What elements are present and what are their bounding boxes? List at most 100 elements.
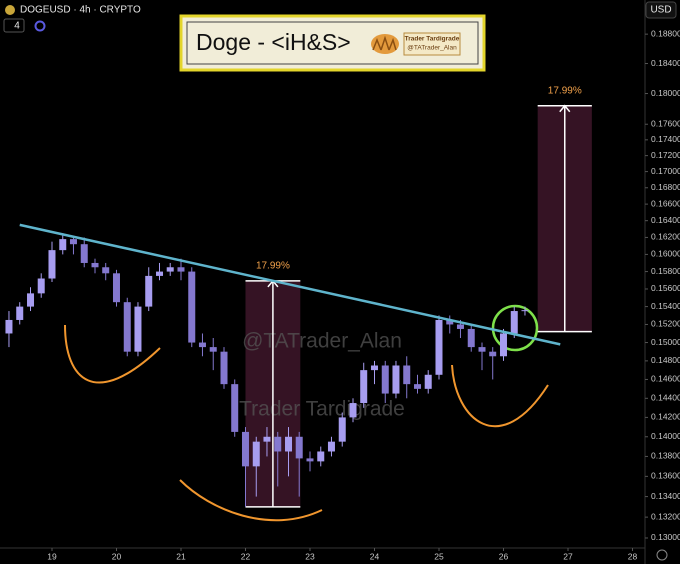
x-tick-label: 24 [370, 551, 380, 561]
y-tick-label: 0.13000 [651, 532, 680, 542]
candle-body [48, 250, 56, 279]
candle-body [220, 351, 228, 385]
candle-body [306, 458, 314, 462]
y-tick-label: 0.13200 [651, 511, 680, 521]
y-tick-label: 0.17000 [651, 166, 680, 176]
measure-label: 17.99% [548, 85, 582, 96]
y-tick-label: 0.14400 [651, 393, 680, 403]
watermark: @TATrader_Alan [242, 330, 402, 353]
watermark: Trader Tardigrade [239, 398, 405, 421]
y-tick-label: 0.16600 [651, 198, 680, 208]
candle-body [360, 370, 368, 404]
candle-body [349, 403, 357, 418]
left-shoulder-curve [64, 324, 161, 384]
candle-body [252, 441, 260, 467]
candle-body [478, 347, 486, 352]
candle-body [456, 324, 464, 329]
candle-body [145, 275, 153, 307]
candle-body [102, 267, 110, 274]
pattern-curves [64, 324, 549, 522]
y-tick-label: 0.15200 [651, 319, 680, 329]
y-tick-label: 0.17400 [651, 134, 680, 144]
candle-body [521, 310, 529, 312]
title-box-inner [186, 21, 479, 65]
y-tick-label: 0.17600 [651, 118, 680, 128]
logo-name: Trader Tardigrade [405, 36, 460, 43]
symbol-line[interactable]: DOGEUSD · 4h · CRYPTO [20, 5, 141, 16]
settings-button[interactable] [656, 549, 668, 561]
candle-body [499, 333, 507, 357]
candle-body [209, 347, 217, 352]
candle-body [177, 267, 185, 272]
candle-body [112, 273, 120, 303]
currency[interactable]: USD [650, 5, 671, 16]
candle-body [381, 365, 389, 394]
breakout-circle [491, 304, 539, 352]
y-tick-label: 0.15400 [651, 301, 680, 311]
candle-body [489, 351, 497, 357]
y-tick-label: 0.18000 [651, 88, 680, 98]
candle-body [59, 239, 67, 251]
x-tick-label: 28 [628, 551, 638, 561]
candle-body [263, 436, 271, 442]
y-tick-label: 0.14200 [651, 412, 680, 422]
x-tick-label: 26 [499, 551, 509, 561]
candle-body [166, 267, 174, 272]
y-tick-label: 0.17200 [651, 150, 680, 160]
candle-body [295, 436, 303, 459]
candle-body [446, 319, 454, 325]
right-shoulder-curve [451, 364, 549, 428]
candle-body [317, 451, 325, 462]
candle-body [370, 365, 378, 371]
candle-body [91, 262, 99, 268]
x-tick-label: 25 [434, 551, 444, 561]
candle-body [69, 239, 77, 245]
y-tick-label: 0.14000 [651, 431, 680, 441]
y-tick-label: 0.14800 [651, 355, 680, 365]
x-tick-label: 27 [563, 551, 573, 561]
y-tick-label: 0.18800 [651, 28, 680, 38]
candle-body [27, 293, 35, 307]
candle-body [198, 342, 206, 348]
y-tick-label: 0.15000 [651, 337, 680, 347]
settings-icon[interactable] [34, 20, 46, 32]
x-tick-label: 23 [305, 551, 315, 561]
title: Doge - <iH&S> [196, 29, 351, 55]
candle-body [403, 365, 411, 385]
logo-icon [371, 34, 399, 54]
y-tick-label: 0.18400 [651, 58, 680, 68]
candle-body [510, 311, 518, 334]
candle-body [123, 302, 131, 352]
candle-body [414, 384, 422, 389]
trendline [19, 223, 561, 346]
candle-body [338, 417, 346, 442]
y-tick-label: 0.15800 [651, 266, 680, 276]
measure-arrowhead [559, 104, 571, 113]
logo-handle: @TATrader_Alan [407, 45, 457, 52]
y-tick-label: 0.14600 [651, 374, 680, 384]
indicator-toggle[interactable] [3, 18, 25, 33]
candle-body [134, 306, 142, 352]
y-tick-label: 0.15600 [651, 283, 680, 293]
candle-body [241, 431, 249, 467]
candle-body [80, 244, 88, 263]
head-curve [179, 479, 323, 522]
y-tick-label: 0.16400 [651, 215, 680, 225]
y-tick-label: 0.16200 [651, 232, 680, 242]
indicator-count[interactable]: 4 [14, 21, 20, 32]
candle-body [392, 365, 400, 394]
candle-body [5, 319, 13, 334]
candle-body [285, 436, 293, 452]
logo-box [403, 32, 461, 56]
candle-body [274, 436, 282, 452]
candle-body [188, 271, 196, 343]
x-tick-label: 19 [47, 551, 57, 561]
currency-button[interactable] [645, 1, 677, 19]
candle-body [156, 271, 164, 276]
candle-body [435, 319, 443, 375]
candle-body [327, 441, 335, 452]
y-tick-label: 0.16800 [651, 182, 680, 192]
candle-body [424, 374, 432, 389]
symbol-icon [5, 5, 15, 15]
x-tick-label: 22 [241, 551, 251, 561]
